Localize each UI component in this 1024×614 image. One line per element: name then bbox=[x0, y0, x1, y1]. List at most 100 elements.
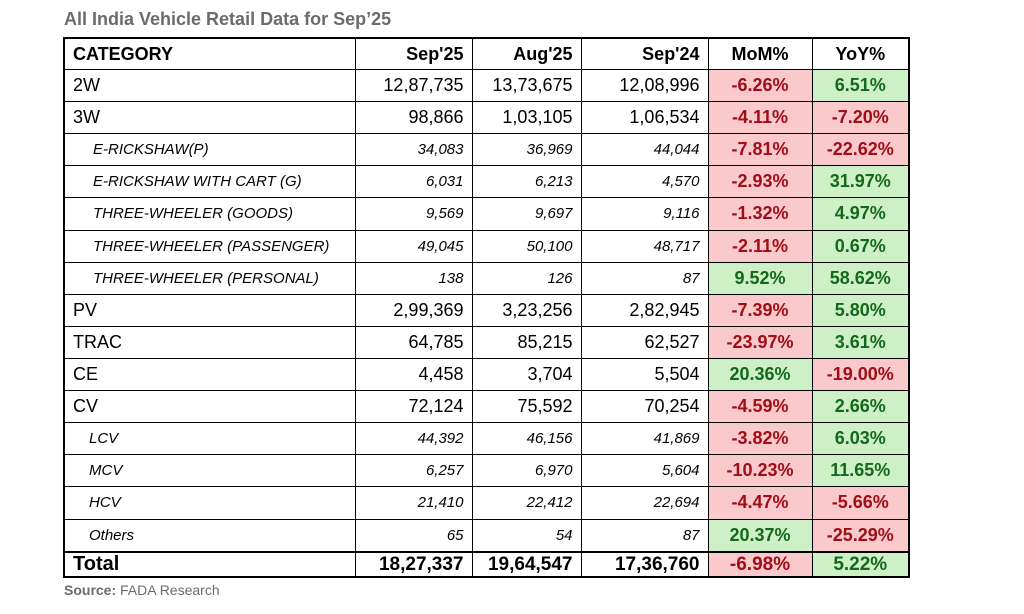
sep25-cell: 98,866 bbox=[354, 101, 473, 135]
category-cell: THREE-WHEELER (PASSENGER) bbox=[63, 229, 356, 263]
aug25-cell: 50,100 bbox=[471, 229, 582, 263]
total-row: Total 18,27,337 19,64,547 17,36,760 -6.9… bbox=[63, 551, 910, 578]
yoy-cell: 6.03% bbox=[811, 422, 910, 456]
aug25-cell: 22,412 bbox=[471, 486, 582, 520]
source-label: Source: bbox=[64, 582, 117, 598]
total-yoy: 5.22% bbox=[811, 551, 910, 578]
sep25-cell: 72,124 bbox=[354, 390, 473, 424]
mom-cell: -4.59% bbox=[707, 390, 813, 424]
sep25-cell: 9,569 bbox=[354, 197, 473, 231]
aug25-cell: 54 bbox=[471, 518, 582, 553]
sep25-cell: 65 bbox=[354, 518, 473, 553]
sep25-cell: 49,045 bbox=[354, 229, 473, 263]
sep24-cell: 48,717 bbox=[580, 229, 709, 263]
category-cell: THREE-WHEELER (GOODS) bbox=[63, 197, 356, 231]
header-sep24: Sep'24 bbox=[580, 37, 709, 70]
aug25-cell: 1,03,105 bbox=[471, 101, 582, 135]
mom-cell: -6.26% bbox=[707, 68, 813, 103]
sep25-cell: 64,785 bbox=[354, 325, 473, 359]
category-cell: CE bbox=[63, 357, 356, 392]
yoy-cell: 4.97% bbox=[811, 197, 910, 231]
mom-cell: -1.32% bbox=[707, 197, 813, 231]
table-row: HCV 21,410 22,412 22,694 -4.47% -5.66% bbox=[63, 486, 910, 520]
header-row: CATEGORY Sep'25 Aug'25 Sep'24 MoM% YoY% bbox=[63, 37, 910, 70]
table-row: E-RICKSHAW(P) 34,083 36,969 44,044 -7.81% -22… bbox=[63, 133, 910, 167]
sep24-cell: 12,08,996 bbox=[580, 68, 709, 103]
table-body: 2W 12,87,735 13,73,675 12,08,996 -6.26% 6.51%… bbox=[63, 68, 910, 553]
mom-cell: -23.97% bbox=[707, 325, 813, 359]
table-row: Others 65 54 87 20.37% -25.29% bbox=[63, 518, 910, 553]
sep24-cell: 87 bbox=[580, 518, 709, 553]
category-cell: E-RICKSHAW(P) bbox=[63, 133, 356, 167]
total-category: Total bbox=[63, 551, 356, 578]
aug25-cell: 75,592 bbox=[471, 390, 582, 424]
table-row: TRAC 64,785 85,215 62,527 -23.97% 3.61% bbox=[63, 325, 910, 359]
sep25-cell: 2,99,369 bbox=[354, 293, 473, 327]
table-row: 3W 98,866 1,03,105 1,06,534 -4.11% -7.20% bbox=[63, 101, 910, 135]
mom-cell: -2.93% bbox=[707, 165, 813, 199]
sep25-cell: 4,458 bbox=[354, 357, 473, 392]
sep24-cell: 87 bbox=[580, 261, 709, 295]
mom-cell: -7.81% bbox=[707, 133, 813, 167]
yoy-cell: 5.80% bbox=[811, 293, 910, 327]
table-row: MCV 6,257 6,970 5,604 -10.23% 11.65% bbox=[63, 454, 910, 488]
sep24-cell: 70,254 bbox=[580, 390, 709, 424]
aug25-cell: 126 bbox=[471, 261, 582, 295]
category-cell: 3W bbox=[63, 101, 356, 135]
sep25-cell: 6,257 bbox=[354, 454, 473, 488]
sep24-cell: 41,869 bbox=[580, 422, 709, 456]
table-row: 2W 12,87,735 13,73,675 12,08,996 -6.26% 6.51% bbox=[63, 68, 910, 103]
category-cell: LCV bbox=[63, 422, 356, 456]
page-title: All India Vehicle Retail Data for Sep’25 bbox=[64, 9, 392, 29]
table-row: CE 4,458 3,704 5,504 20.36% -19.00% bbox=[63, 357, 910, 392]
yoy-cell: -19.00% bbox=[811, 357, 910, 392]
sep24-cell: 22,694 bbox=[580, 486, 709, 520]
mom-cell: 9.52% bbox=[707, 261, 813, 295]
sep25-cell: 34,083 bbox=[354, 133, 473, 167]
header-yoy: YoY% bbox=[811, 37, 910, 70]
mom-cell: 20.36% bbox=[707, 357, 813, 392]
retail-data-table: CATEGORY Sep'25 Aug'25 Sep'24 MoM% YoY% … bbox=[63, 37, 910, 578]
table-row: E-RICKSHAW WITH CART (G) 6,031 6,213 4,570-… bbox=[63, 165, 910, 199]
category-cell: CV bbox=[63, 390, 356, 424]
table-row: THREE-WHEELER (GOODS) 9,569 9,697 9,116 -1.3… bbox=[63, 197, 910, 231]
aug25-cell: 6,970 bbox=[471, 454, 582, 488]
header-category: CATEGORY bbox=[63, 37, 356, 70]
category-cell: E-RICKSHAW WITH CART (G) bbox=[63, 165, 356, 199]
header-aug25: Aug'25 bbox=[471, 37, 582, 70]
mom-cell: -7.39% bbox=[707, 293, 813, 327]
yoy-cell: -5.66% bbox=[811, 486, 910, 520]
mom-cell: 20.37% bbox=[707, 518, 813, 553]
yoy-cell: 3.61% bbox=[811, 325, 910, 359]
total-sep24: 17,36,760 bbox=[580, 551, 709, 578]
header-mom: MoM% bbox=[707, 37, 813, 70]
source-note: Source: FADA Research bbox=[64, 582, 220, 598]
category-cell: Others bbox=[63, 518, 356, 553]
mom-cell: -3.82% bbox=[707, 422, 813, 456]
yoy-cell: -22.62% bbox=[811, 133, 910, 167]
aug25-cell: 13,73,675 bbox=[471, 68, 582, 103]
table-row: CV 72,124 75,592 70,254 -4.59% 2.66% bbox=[63, 390, 910, 424]
sep25-cell: 6,031 bbox=[354, 165, 473, 199]
category-cell: THREE-WHEELER (PERSONAL) bbox=[63, 261, 356, 295]
table-row: THREE-WHEELER (PERSONAL) 138 126 87 9.52% 58.… bbox=[63, 261, 910, 295]
sep25-cell: 12,87,735 bbox=[354, 68, 473, 103]
aug25-cell: 36,969 bbox=[471, 133, 582, 167]
category-cell: HCV bbox=[63, 486, 356, 520]
aug25-cell: 3,704 bbox=[471, 357, 582, 392]
yoy-cell: -7.20% bbox=[811, 101, 910, 135]
sep24-cell: 44,044 bbox=[580, 133, 709, 167]
source-text: FADA Research bbox=[120, 582, 220, 598]
mom-cell: -4.11% bbox=[707, 101, 813, 135]
mom-cell: -2.11% bbox=[707, 229, 813, 263]
aug25-cell: 46,156 bbox=[471, 422, 582, 456]
sep24-cell: 4,570 bbox=[580, 165, 709, 199]
yoy-cell: 2.66% bbox=[811, 390, 910, 424]
table-row: PV 2,99,369 3,23,256 2,82,945 -7.39% 5.80% bbox=[63, 293, 910, 327]
category-cell: TRAC bbox=[63, 325, 356, 359]
category-cell: PV bbox=[63, 293, 356, 327]
category-cell: 2W bbox=[63, 68, 356, 103]
total-mom: -6.98% bbox=[707, 551, 813, 578]
aug25-cell: 3,23,256 bbox=[471, 293, 582, 327]
header-sep25: Sep'25 bbox=[354, 37, 473, 70]
